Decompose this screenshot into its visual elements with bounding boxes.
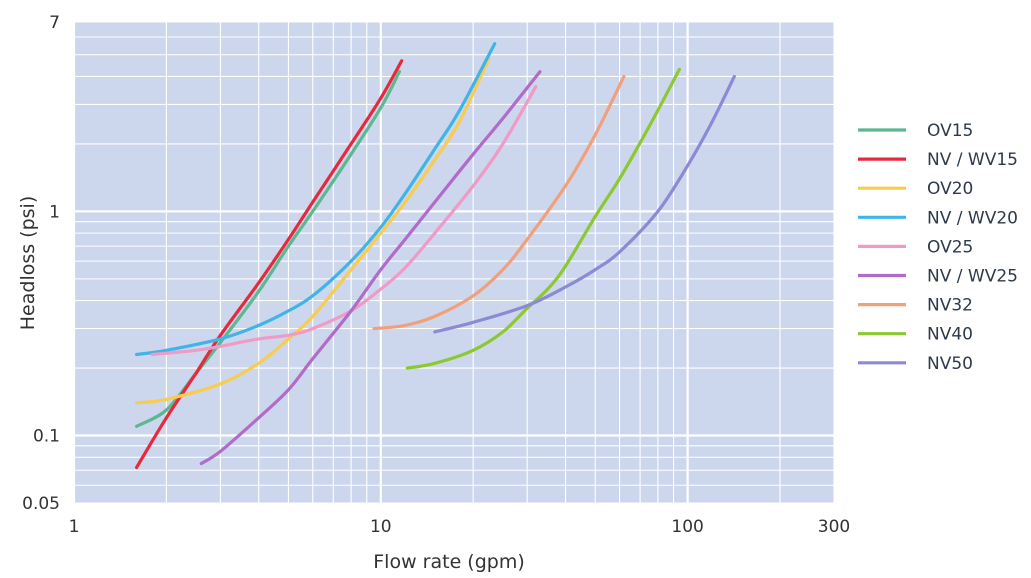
x-tick-label: 100 [671, 517, 703, 537]
x-tick-label: 10 [370, 517, 392, 537]
legend-label-nv-wv20: NV / WV20 [927, 208, 1018, 228]
x-axis-ticks: 1 10 100 300 [69, 517, 851, 537]
y-tick-label: 0.1 [33, 427, 60, 447]
legend-label-nv50: NV50 [927, 354, 973, 374]
y-tick-label: 7 [49, 13, 60, 33]
x-tick-label: 1 [69, 517, 80, 537]
legend-label-ov15: OV15 [927, 121, 973, 141]
plot-background [74, 22, 834, 503]
x-axis-title: Flow rate (gpm) [373, 551, 525, 573]
x-tick-label: 300 [818, 517, 850, 537]
y-tick-label: 0.05 [22, 494, 60, 514]
legend-label-nv40: NV40 [927, 325, 973, 345]
series-lines [135, 42, 736, 470]
y-tick-label: 1 [49, 202, 60, 222]
legend-label-ov20: OV20 [927, 179, 973, 199]
legend: OV15 NV / WV15 OV20 NV / WV20 OV25 NV / WV25 N… [858, 121, 1018, 374]
series-line-nv-wv25 [199, 70, 542, 466]
legend-label-nv-wv25: NV / WV25 [927, 267, 1018, 287]
series-line-ov20 [135, 57, 491, 405]
legend-label-ov25: OV25 [927, 237, 973, 257]
series-line-nv-wv15 [135, 59, 404, 470]
y-axis-ticks: 7 1 0.1 0.05 [22, 13, 60, 514]
series-line-nv40 [405, 67, 681, 370]
legend-label-nv32: NV32 [927, 296, 973, 316]
y-axis-title: Headloss (psi) [17, 196, 39, 330]
plot-area [72, 21, 835, 504]
series-line-nv50 [433, 74, 736, 334]
legend-label-nv-wv15: NV / WV15 [927, 150, 1018, 170]
series-line-nv-wv20 [135, 42, 497, 357]
series-line-nv32 [372, 74, 626, 331]
